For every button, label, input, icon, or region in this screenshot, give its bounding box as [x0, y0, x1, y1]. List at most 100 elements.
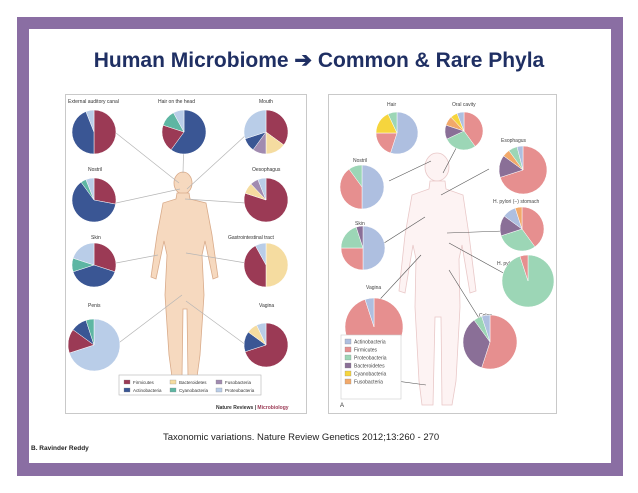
legend-label-proteobacteria: Proteobacteria	[225, 388, 255, 393]
site-label-skin: Skin	[355, 221, 365, 227]
legend-label-bacteroidetes: Bacteroidetes	[354, 364, 385, 370]
legend-swatch-bacteroidetes	[344, 362, 352, 369]
pie-h-pylori-stomach	[499, 206, 545, 252]
pie-slice-firmicutes	[339, 168, 363, 210]
pie-slice-cyanobacteria	[85, 318, 95, 346]
site-label-hair-on-the-head: Hair on the head	[158, 99, 195, 105]
site-label-oral-cavity: Oral cavity	[452, 102, 476, 108]
site-label-oesophagus: Oesophagus	[252, 167, 281, 173]
pie-slice-proteobacteria	[348, 164, 363, 188]
pie-slice-actinobacteria	[362, 225, 386, 271]
legend-label-fusobacteria: Fusobacteria	[225, 380, 252, 385]
pie-slice-fusobacteria	[514, 206, 523, 230]
pie-slice-actinobacteria	[71, 181, 116, 223]
author-credit: B. Ravinder Reddy	[31, 445, 89, 452]
pie-slice-actinobacteria	[481, 314, 491, 343]
pie-slice-firmicutes	[243, 245, 267, 288]
credit-suffix: Microbiology	[257, 405, 288, 411]
human-body-outline	[398, 152, 477, 406]
pie-slice-firmicutes	[244, 322, 289, 368]
connector-lines	[115, 132, 247, 346]
pie-slice-proteobacteria	[500, 228, 536, 252]
left-pie-charts	[67, 109, 289, 372]
pie-slice-firmicutes	[521, 206, 545, 248]
microbiome-figure-right: Hair Oral cavity Esophagus Nostril H. py…	[328, 94, 557, 414]
pie-slice-actinobacteria	[170, 109, 207, 155]
svg-text:Nature Reviews | Microbiology: Nature Reviews | Microbiology	[216, 405, 289, 411]
legend-swatch-cyanobacteria	[169, 387, 177, 393]
pie-vagina	[243, 322, 289, 368]
pie-slice-proteobacteria	[501, 254, 555, 308]
slide-title: Human Microbiome ➔ Common & Rare Phyla	[93, 49, 545, 72]
pie-slice-proteobacteria	[256, 322, 267, 346]
pie-nostril	[339, 164, 385, 210]
pie-nostril	[71, 177, 117, 223]
legend-label-firmicutes: Firmicutes	[133, 380, 155, 385]
site-label-esophagus: Esophagus	[501, 138, 527, 144]
legend-swatch-actinobacteria	[123, 387, 131, 393]
legend-label-cyanobacteria: Cyanobacteria	[354, 372, 386, 378]
legend-label-bacteroidetes: Bacteroidetes	[179, 380, 207, 385]
pie-slice-firmicutes	[519, 254, 529, 282]
site-label-penis: Penis	[88, 303, 101, 309]
pie-oesophagus	[243, 177, 289, 223]
pie-slice-proteobacteria	[446, 130, 476, 151]
pie-slice-proteobacteria	[387, 111, 398, 134]
pie-h-pylori-stomach	[501, 254, 555, 308]
pie-slice-proteobacteria	[68, 318, 121, 372]
pie-slice-firmicutes	[93, 242, 117, 273]
site-label-nostril: Nostril	[353, 158, 367, 164]
legend-swatch-actinobacteria	[344, 338, 352, 345]
pie-colon	[462, 314, 518, 370]
legend-swatch-proteobacteria	[344, 354, 352, 361]
pie-mouth	[243, 109, 289, 155]
pie-slice-proteobacteria	[255, 242, 267, 266]
pie-slice-firmicutes	[93, 109, 117, 155]
pie-skin	[71, 242, 117, 288]
legend-swatch-cyanobacteria	[344, 370, 352, 377]
right-figure-svg: Hair Oral cavity Esophagus Nostril H. py…	[339, 102, 555, 409]
pie-slice-firmicutes	[340, 247, 364, 271]
pie-slice-bacteroidetes	[462, 319, 491, 368]
pie-slice-actinobacteria	[361, 164, 385, 210]
right-legend: Actinobacteria Firmicutes Proteobacteria Ba…	[340, 334, 402, 400]
left-figure-svg: External auditory canal Hair on the head…	[67, 99, 289, 411]
microbiome-figure-left: External auditory canal Hair on the head…	[65, 94, 307, 414]
pie-slice-actinobacteria	[456, 111, 465, 132]
pie-slice-proteobacteria	[85, 177, 95, 201]
figure-caption: Taxonomic variations. Nature Review Gene…	[163, 432, 440, 443]
pie-slice-firmicutes	[265, 109, 289, 146]
site-label-external-auditory-canal: External auditory canal	[68, 99, 119, 105]
panel-letter: A	[340, 403, 344, 409]
site-label-vagina: Vagina	[259, 303, 274, 309]
legend-label-actinobacteria: Actinobacteria	[133, 388, 162, 393]
legend-label-actinobacteria: Actinobacteria	[354, 340, 386, 346]
pie-slice-actinobacteria	[72, 264, 116, 288]
legend-swatch-bacteroidetes	[169, 379, 177, 385]
pie-slice-firmicutes	[499, 145, 548, 195]
site-label-mouth: Mouth	[259, 99, 273, 105]
pie-penis	[67, 318, 121, 372]
site-label-h-pylori-negative-stomach: H. pylori (−) stomach	[493, 199, 539, 205]
pie-gastrointestinal-tract	[243, 242, 289, 288]
pie-hair	[375, 111, 419, 155]
site-label-nostril: Nostril	[88, 167, 102, 173]
site-label-vagina: Vagina	[366, 285, 381, 291]
legend-swatch-fusobacteria	[344, 378, 352, 385]
legend-swatch-fusobacteria	[215, 379, 223, 385]
pie-slice-proteobacteria	[173, 109, 185, 133]
pie-slice-firmicutes	[463, 111, 484, 147]
site-label-gastrointestinal-tract: Gastrointestinal tract	[228, 235, 274, 241]
pie-hair-on-the-head	[161, 109, 207, 155]
pie-slice-firmicutes	[93, 177, 117, 205]
credit-prefix: Nature Reviews |	[216, 405, 257, 411]
pie-slice-actinobacteria	[516, 145, 524, 171]
pie-slice-proteobacteria	[72, 242, 95, 266]
legend-swatch-firmicutes	[123, 379, 131, 385]
left-legend: Firmicutes Bacteroidetes Fusobacteria Actin…	[118, 374, 262, 396]
site-label-skin: Skin	[91, 235, 101, 241]
legend-label-fusobacteria: Fusobacteria	[354, 380, 383, 386]
legend-label-firmicutes: Firmicutes	[354, 348, 378, 354]
human-body-silhouette	[150, 171, 219, 378]
pie-slice-actinobacteria	[71, 111, 95, 155]
